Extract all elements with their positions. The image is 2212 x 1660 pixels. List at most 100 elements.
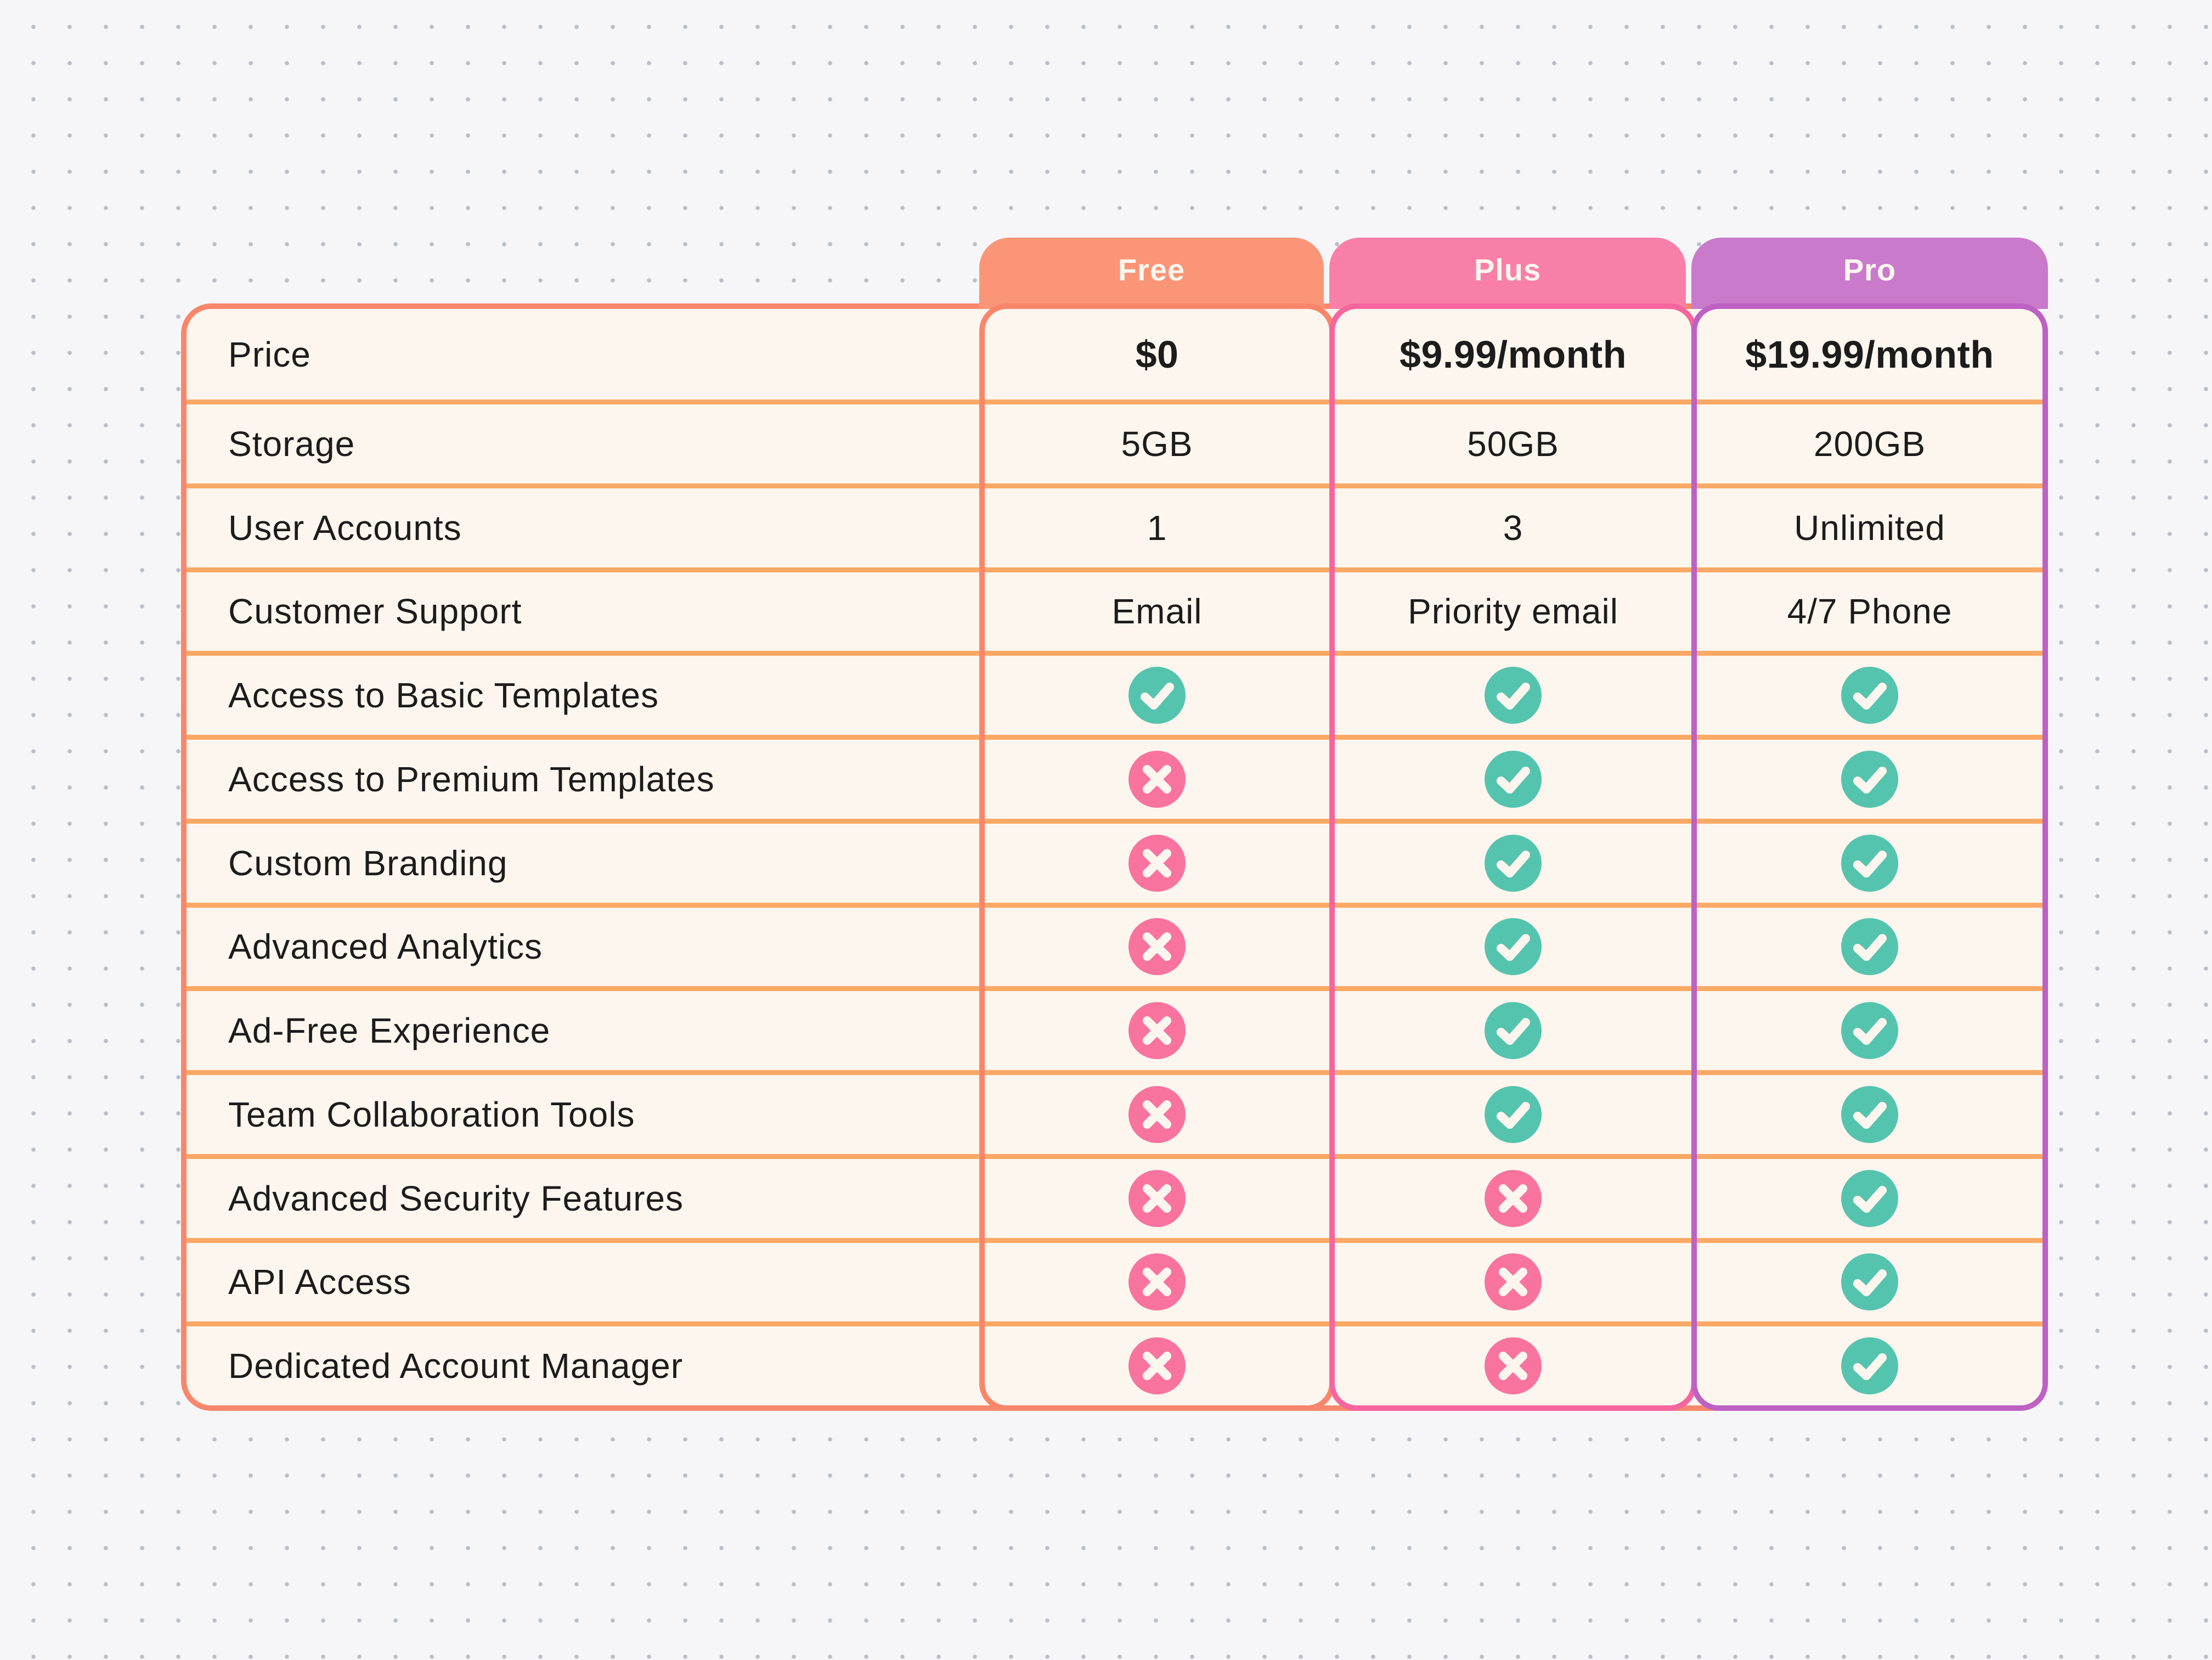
check-icon	[1485, 667, 1542, 724]
x-icon	[1485, 1253, 1542, 1311]
x-icon	[1128, 750, 1186, 808]
plan-column-free: Free $0 5GB 1 Email	[979, 238, 1335, 1411]
plan-header-pro: Pro	[1691, 238, 2048, 309]
plan-column-pro: Pro $19.99/month 200GB Unlimited 4/7 Phone	[1691, 238, 2048, 1411]
cell-value: 5GB	[1121, 424, 1193, 464]
plan-cell	[1697, 1153, 2042, 1238]
plan-cell	[1335, 735, 1691, 819]
plan-cell	[985, 818, 1329, 903]
feature-label: Advanced Analytics	[228, 927, 543, 967]
plan-cell	[1697, 1237, 2042, 1322]
feature-label-row: Price	[187, 309, 2042, 399]
plan-body-plus: $9.99/month 50GB 3 Priority email	[1329, 303, 1697, 1411]
plan-cell	[1697, 902, 2042, 987]
plan-cell	[985, 986, 1329, 1070]
feature-label: Price	[228, 334, 311, 374]
check-icon	[1841, 834, 1898, 892]
plan-cell: $9.99/month	[1335, 309, 1691, 399]
x-icon	[1128, 918, 1186, 976]
feature-label: API Access	[228, 1262, 411, 1302]
check-icon	[1485, 918, 1542, 976]
cell-value: Priority email	[1408, 592, 1618, 632]
cell-value: $9.99/month	[1400, 333, 1627, 376]
plan-cell	[1335, 1321, 1691, 1405]
cell-value: 1	[1147, 508, 1167, 548]
cell-value: 4/7 Phone	[1787, 592, 1953, 632]
cell-value: 50GB	[1467, 424, 1559, 464]
plan-cell: 5GB	[985, 399, 1329, 483]
plan-cell	[985, 1237, 1329, 1322]
plan-cell	[985, 1153, 1329, 1238]
cell-value: Unlimited	[1794, 508, 1945, 548]
plan-cell: $19.99/month	[1697, 309, 2042, 399]
plan-body-free: $0 5GB 1 Email	[979, 303, 1335, 1411]
x-icon	[1128, 1253, 1186, 1311]
feature-label: Ad-Free Experience	[228, 1011, 551, 1051]
feature-label: Team Collaboration Tools	[228, 1094, 635, 1134]
plan-cell	[1697, 818, 2042, 903]
plan-cell	[1335, 1153, 1691, 1238]
check-icon	[1485, 834, 1542, 892]
plan-cell	[1697, 986, 2042, 1070]
plan-cell	[985, 1321, 1329, 1405]
plan-cell: Unlimited	[1697, 483, 2042, 567]
x-icon	[1485, 1337, 1542, 1395]
check-icon	[1128, 667, 1186, 724]
plan-cell	[985, 902, 1329, 987]
plan-cell	[1697, 1070, 2042, 1154]
plan-cell	[1697, 651, 2042, 735]
plan-cell: 50GB	[1335, 399, 1691, 483]
plan-cell	[1335, 1070, 1691, 1154]
plan-header-free: Free	[979, 238, 1324, 309]
plan-cell: Priority email	[1335, 567, 1691, 651]
plan-cell	[985, 1070, 1329, 1154]
check-icon	[1841, 1337, 1898, 1395]
plan-cell	[1335, 818, 1691, 903]
cell-value: $0	[1135, 333, 1179, 376]
plan-cell	[1335, 902, 1691, 987]
check-icon	[1841, 1002, 1898, 1060]
check-icon	[1841, 1253, 1898, 1311]
plan-cell: 4/7 Phone	[1697, 567, 2042, 651]
x-icon	[1128, 1002, 1186, 1060]
feature-label: Customer Support	[228, 592, 522, 632]
cell-value: $19.99/month	[1745, 333, 1994, 376]
check-icon	[1841, 1169, 1898, 1227]
plan-cell: 1	[985, 483, 1329, 567]
x-icon	[1128, 1169, 1186, 1227]
plan-column-plus: Plus $9.99/month 50GB 3 Priority email	[1329, 238, 1697, 1411]
feature-label: Advanced Security Features	[228, 1178, 684, 1218]
check-icon	[1841, 667, 1898, 724]
cell-value: 3	[1503, 508, 1523, 548]
feature-label: Access to Basic Templates	[228, 676, 659, 716]
feature-label: Storage	[228, 424, 356, 464]
check-icon	[1841, 1085, 1898, 1143]
plan-cell: Email	[985, 567, 1329, 651]
plan-cell	[1335, 986, 1691, 1070]
plan-name: Plus	[1474, 252, 1542, 287]
plan-cell: 3	[1335, 483, 1691, 567]
plan-cell	[985, 651, 1329, 735]
check-icon	[1841, 918, 1898, 976]
plan-cell	[1335, 651, 1691, 735]
cell-value: Email	[1111, 592, 1203, 632]
plan-body-pro: $19.99/month 200GB Unlimited 4/7 Phone	[1691, 303, 2048, 1411]
x-icon	[1128, 834, 1186, 892]
x-icon	[1128, 1337, 1186, 1395]
check-icon	[1841, 750, 1898, 808]
feature-label: Dedicated Account Manager	[228, 1346, 684, 1386]
plan-cell	[1697, 735, 2042, 819]
plan-cell	[985, 735, 1329, 819]
x-icon	[1128, 1085, 1186, 1143]
feature-label: Custom Branding	[228, 843, 508, 883]
plan-cell: 200GB	[1697, 399, 2042, 483]
plan-cell: $0	[985, 309, 1329, 399]
x-icon	[1485, 1169, 1542, 1227]
plan-name: Free	[1118, 252, 1186, 287]
cell-value: 200GB	[1813, 424, 1926, 464]
plan-header-plus: Plus	[1329, 238, 1686, 309]
feature-label: Access to Premium Templates	[228, 759, 715, 799]
check-icon	[1485, 750, 1542, 808]
plan-name: Pro	[1843, 252, 1897, 287]
